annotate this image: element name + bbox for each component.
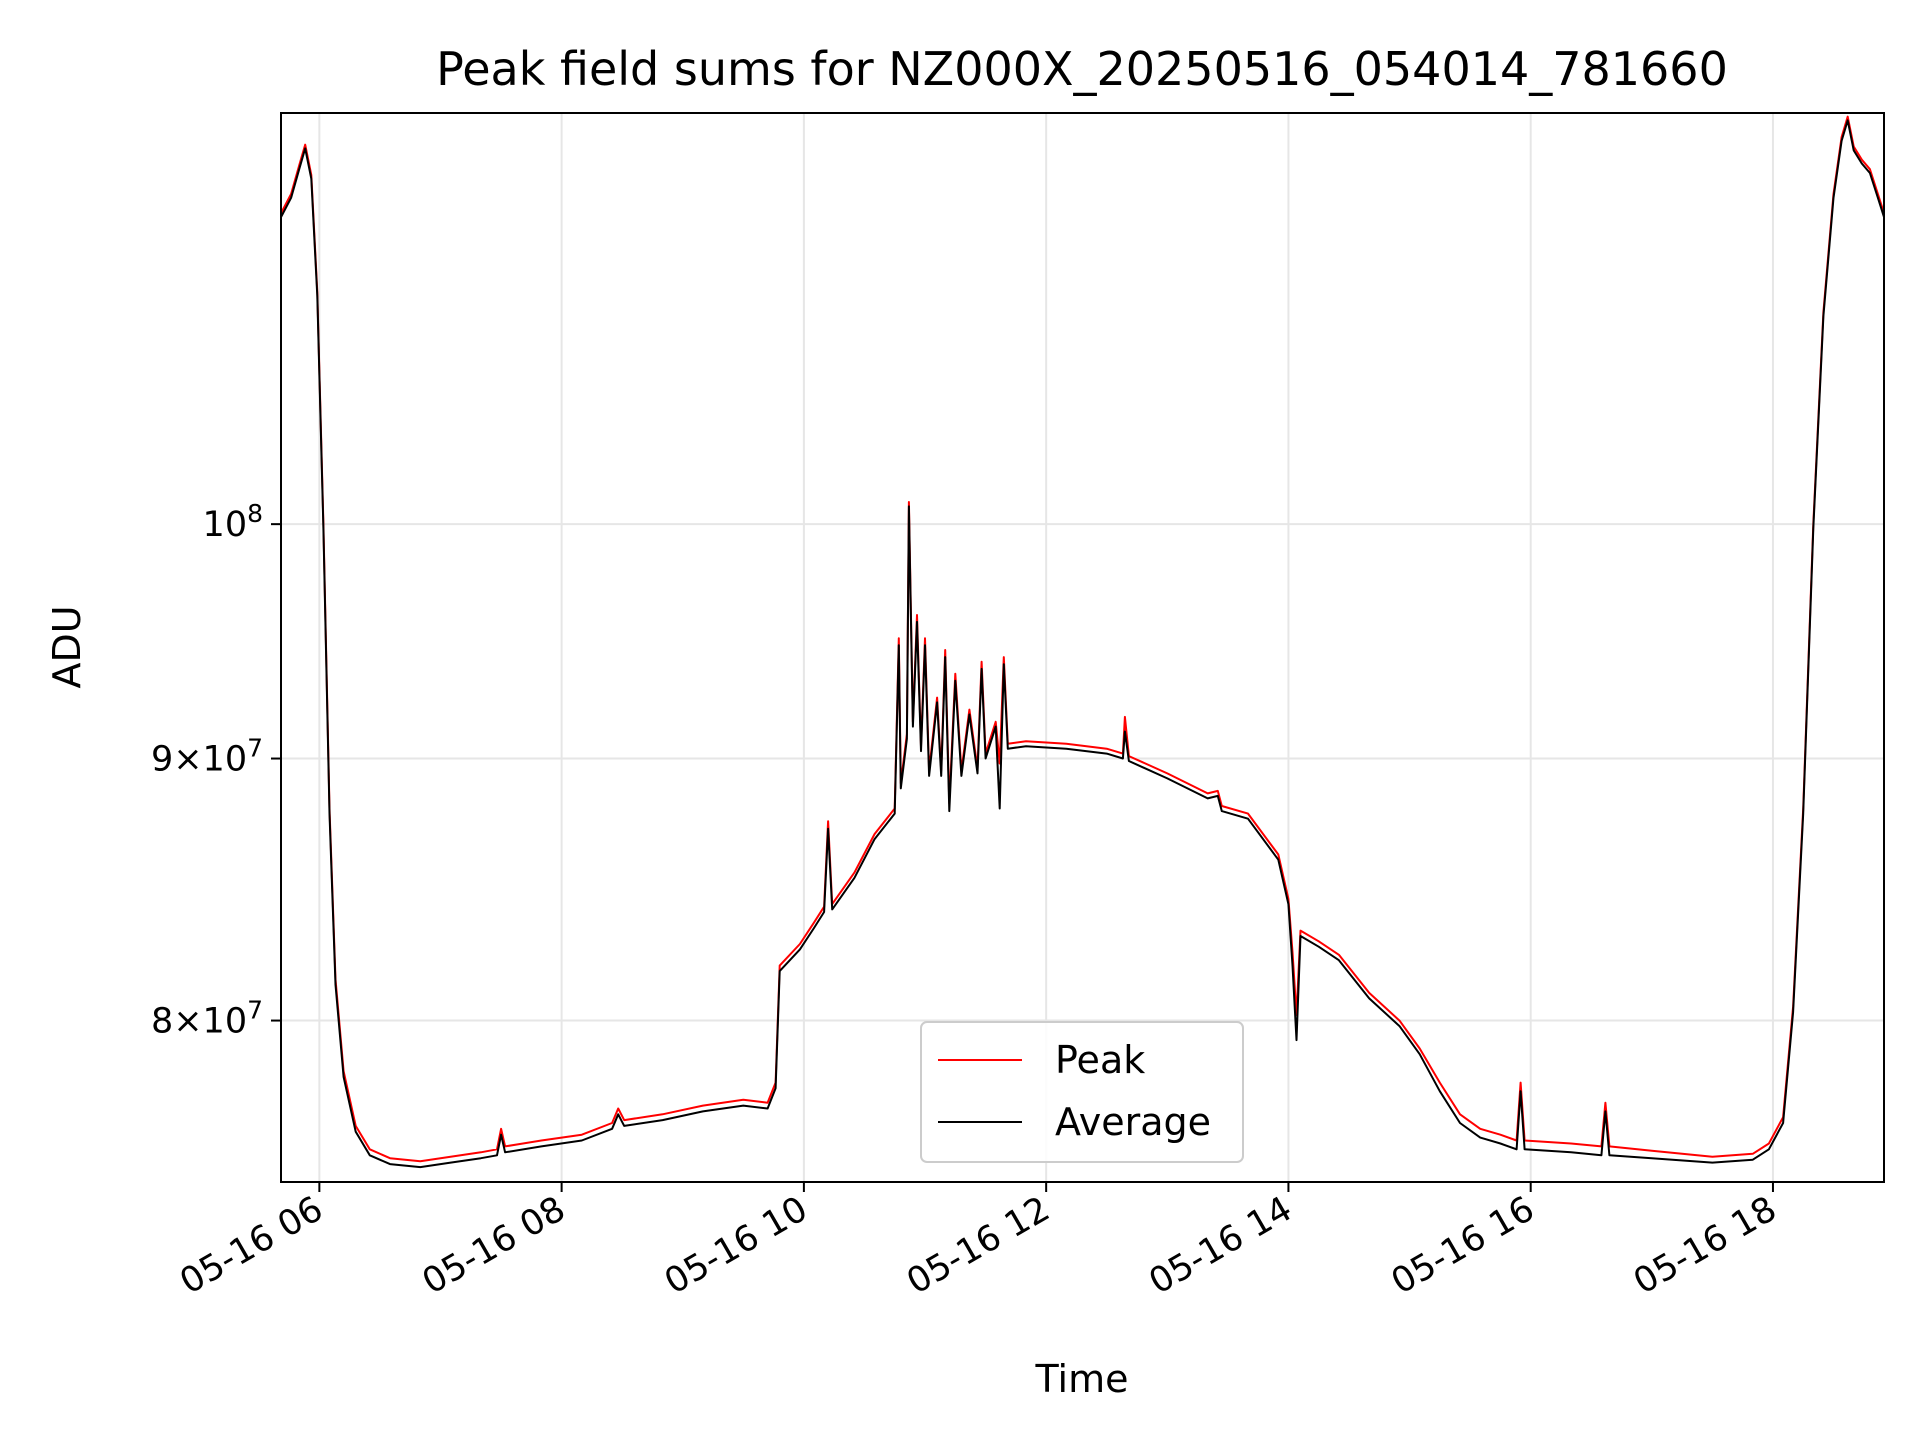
y-tick-label: 9×107 <box>151 734 263 780</box>
series-line-average <box>280 119 1885 1169</box>
legend-label-peak: Peak <box>1055 1038 1145 1082</box>
x-axis-label: Time <box>1035 1357 1129 1401</box>
legend-box <box>920 1021 1244 1163</box>
grid <box>281 113 1884 1182</box>
chart-title: Peak field sums for NZ000X_20250516_0540… <box>436 42 1728 96</box>
legend-label-average: Average <box>1055 1100 1211 1144</box>
y-tick-label: 8×107 <box>151 996 263 1042</box>
legend: Peak Average <box>920 1021 1244 1163</box>
plot-frame <box>280 112 1885 1183</box>
y-axis-label: ADU <box>45 605 89 688</box>
plot-series <box>280 115 1885 1169</box>
